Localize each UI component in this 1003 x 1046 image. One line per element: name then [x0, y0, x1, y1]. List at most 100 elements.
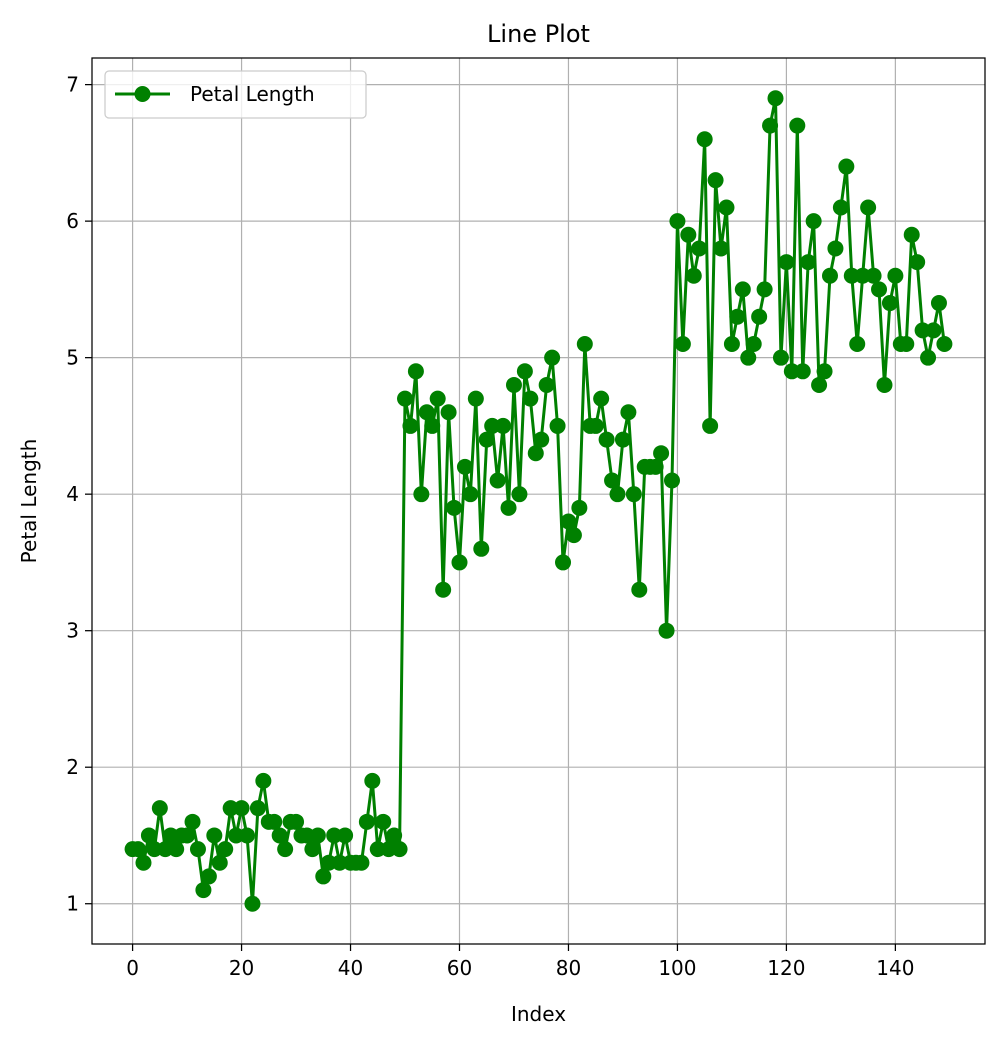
data-point [271, 827, 288, 844]
x-tick-label: 20 [229, 956, 254, 980]
data-point [140, 827, 157, 844]
data-point [358, 813, 375, 830]
data-point [386, 827, 403, 844]
data-point [631, 581, 648, 598]
data-point [402, 417, 419, 434]
data-point [604, 472, 621, 489]
y-tick-label: 7 [66, 73, 79, 97]
data-point [527, 445, 544, 462]
data-point [778, 254, 795, 271]
data-point [516, 363, 533, 380]
data-point [620, 404, 637, 421]
data-point [587, 417, 604, 434]
data-point [647, 458, 664, 475]
data-point [871, 281, 888, 298]
legend-box [104, 70, 367, 119]
data-point [522, 390, 539, 407]
data-point [789, 117, 806, 134]
data-point [669, 213, 686, 230]
data-point [772, 349, 789, 366]
data-point [909, 254, 926, 271]
data-point [555, 554, 572, 571]
data-point [762, 117, 779, 134]
data-point [184, 813, 201, 830]
data-point [876, 376, 893, 393]
y-tick-label: 2 [66, 755, 79, 779]
x-tick-label: 80 [556, 956, 581, 980]
data-point [685, 267, 702, 284]
data-point [805, 213, 822, 230]
data-point [576, 336, 593, 353]
data-point [838, 158, 855, 175]
data-point [244, 895, 261, 912]
data-point [713, 240, 730, 257]
data-point [255, 772, 272, 789]
y-tick-label: 6 [66, 209, 79, 233]
y-tick-label: 5 [66, 346, 79, 370]
data-point [865, 267, 882, 284]
data-point [800, 254, 817, 271]
x-tick-label: 120 [767, 956, 805, 980]
data-point [614, 431, 631, 448]
data-point [680, 226, 697, 243]
data-point [500, 499, 517, 516]
data-point [811, 376, 828, 393]
data-point [533, 431, 550, 448]
y-tick-label: 1 [66, 892, 79, 916]
data-point [239, 827, 256, 844]
data-point [821, 267, 838, 284]
data-point [658, 622, 675, 639]
data-point [489, 472, 506, 489]
x-axis-label: Index [511, 1002, 566, 1026]
data-point [723, 336, 740, 353]
data-point [277, 841, 294, 858]
data-point [130, 841, 147, 858]
data-point [473, 540, 490, 557]
data-point [718, 199, 735, 216]
data-point [168, 841, 185, 858]
data-point [663, 472, 680, 489]
data-point [440, 404, 457, 421]
data-point [179, 827, 196, 844]
data-point [304, 841, 321, 858]
data-point [653, 445, 670, 462]
x-tick-label: 60 [447, 956, 472, 980]
data-point [200, 868, 217, 885]
data-point [544, 349, 561, 366]
y-tick-label: 3 [66, 619, 79, 643]
y-tick-label: 4 [66, 482, 79, 506]
data-point [729, 308, 746, 325]
data-point [135, 854, 152, 871]
data-point [881, 295, 898, 312]
x-axis-ticks: 0 20 40 60 80 100 120 140 [126, 944, 914, 980]
data-point [413, 486, 430, 503]
data-point [407, 363, 424, 380]
data-point [538, 376, 555, 393]
data-point [751, 308, 768, 325]
data-point [549, 417, 566, 434]
data-point [151, 800, 168, 817]
data-point [936, 336, 953, 353]
legend-label: Petal Length [190, 82, 315, 106]
data-point [756, 281, 773, 298]
data-point [609, 486, 626, 503]
x-tick-label: 40 [338, 956, 363, 980]
data-point [707, 172, 724, 189]
data-point [767, 90, 784, 107]
data-point [495, 417, 512, 434]
data-point [702, 417, 719, 434]
data-point [816, 363, 833, 380]
data-point [211, 854, 228, 871]
data-point [462, 486, 479, 503]
data-point [849, 336, 866, 353]
data-point [505, 376, 522, 393]
data-point [511, 486, 528, 503]
chart-title: Line Plot [487, 20, 590, 48]
data-point [189, 841, 206, 858]
data-point [571, 499, 588, 516]
legend-marker-swatch [134, 86, 151, 102]
data-point [560, 513, 577, 530]
data-point [206, 827, 223, 844]
data-point [565, 527, 582, 544]
